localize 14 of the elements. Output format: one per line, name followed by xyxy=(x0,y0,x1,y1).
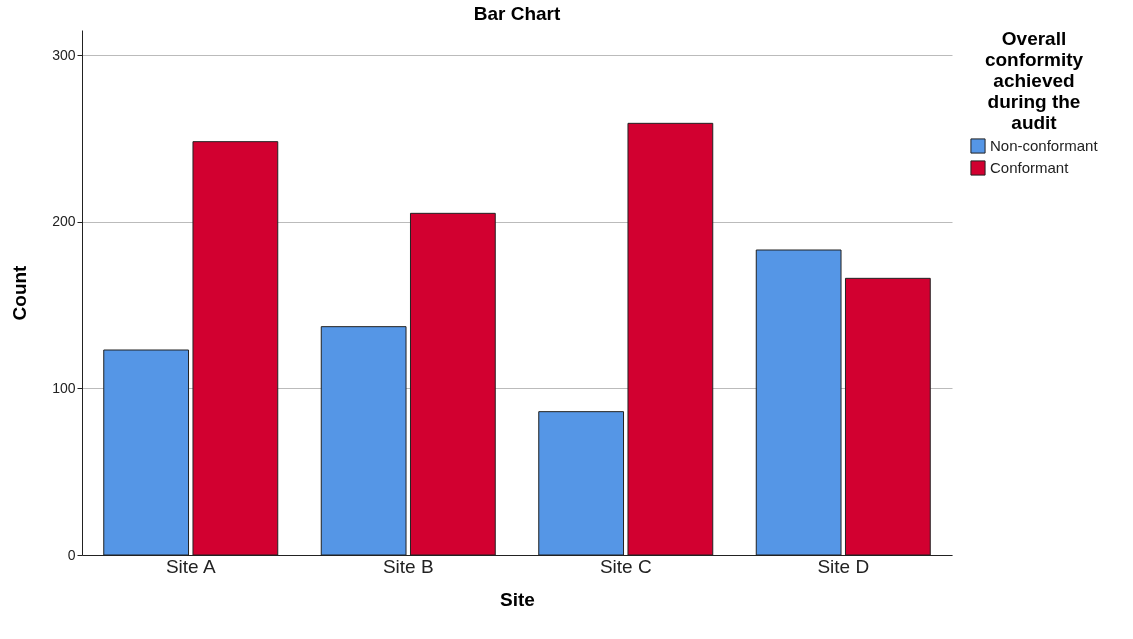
legend-label: Conformant xyxy=(990,159,1070,176)
x-tick-label: Site C xyxy=(599,555,652,577)
x-tick-label: Site A xyxy=(165,555,216,577)
legend-title: Overall conformity achieved during the audit xyxy=(984,28,1084,133)
y-tick-label: 300 xyxy=(52,46,76,63)
y-tick-label: 100 xyxy=(52,379,76,396)
y-tick-label: 200 xyxy=(52,213,76,230)
x-tick-label: Site D xyxy=(817,555,870,577)
legend-label: Non-conformant xyxy=(990,137,1099,154)
x-tick-label: Site B xyxy=(382,555,434,577)
x-axis-title: Site xyxy=(500,588,535,610)
y-axis-title: Count xyxy=(9,264,31,321)
chart-title: Bar Chart xyxy=(473,3,561,24)
y-tick-label: 0 xyxy=(67,546,76,563)
